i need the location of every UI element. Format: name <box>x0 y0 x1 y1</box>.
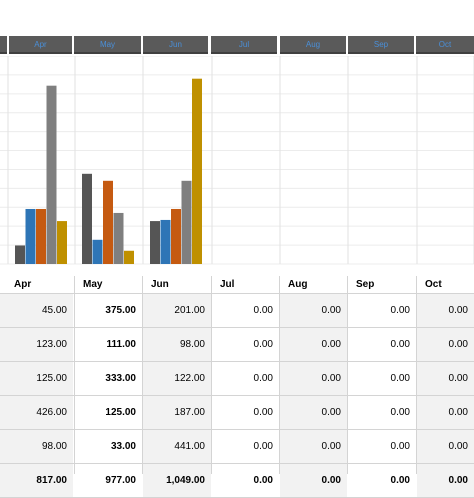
data-table: Apr May Jun Jul Aug Sep Oct 45.00 375.00 201.00 0.… <box>0 276 474 498</box>
table-cell[interactable]: 333.00 <box>105 373 136 384</box>
month-button-oct[interactable]: Oct <box>416 36 474 54</box>
row-divider <box>0 361 474 362</box>
bar-jun-3 <box>171 208 181 264</box>
table-cell[interactable]: 0.00 <box>390 373 410 384</box>
bar-apr-4 <box>46 85 57 264</box>
column-divider <box>142 276 143 474</box>
table-cell[interactable]: 375.00 <box>105 305 136 316</box>
table-cell[interactable]: 0.00 <box>253 305 273 316</box>
table-cell[interactable]: 0.00 <box>280 396 347 430</box>
table-cell[interactable]: 0.00 <box>390 305 410 316</box>
table-cell[interactable]: 0.00 <box>417 294 474 328</box>
column-divider <box>347 276 348 474</box>
row-divider <box>0 395 474 396</box>
table-cell[interactable]: 0.00 <box>280 328 347 362</box>
month-button-jul[interactable]: Jul <box>211 36 277 54</box>
bar-may-3 <box>103 180 113 264</box>
table-cell[interactable]: 426.00 <box>0 396 73 430</box>
chart-gridlines <box>0 56 474 265</box>
table-cell[interactable]: 441.00 <box>143 430 211 464</box>
column-divider <box>416 276 417 474</box>
table-cell[interactable]: 0.00 <box>417 362 474 396</box>
month-button-aug[interactable]: Aug <box>280 36 346 54</box>
column-header-jul: Jul <box>220 279 235 290</box>
table-cell[interactable]: 0.00 <box>253 339 273 350</box>
bar-jun-5 <box>192 78 202 264</box>
month-button-may[interactable]: May <box>74 36 141 54</box>
column-header-aug: Aug <box>288 279 308 290</box>
table-cell[interactable]: 125.00 <box>0 362 73 396</box>
bar-apr-5 <box>57 221 67 264</box>
total-cell[interactable]: 817.00 <box>0 464 73 498</box>
bar-jun-4 <box>181 180 192 264</box>
total-cell[interactable]: 1,049.00 <box>143 464 211 498</box>
table-cell[interactable]: 0.00 <box>280 430 347 464</box>
bar-jun-1 <box>150 221 160 264</box>
bar-chart <box>0 56 474 265</box>
bar-may-5 <box>124 250 134 264</box>
row-divider <box>0 327 474 328</box>
total-cell[interactable]: 0.00 <box>417 464 474 498</box>
table-cell[interactable]: 187.00 <box>143 396 211 430</box>
row-divider <box>0 463 474 464</box>
month-button-sep[interactable]: Sep <box>348 36 414 54</box>
column-header-may: May <box>83 279 103 290</box>
header-strip <box>0 0 474 36</box>
total-cell[interactable]: 977.00 <box>105 475 136 486</box>
bar-may-4 <box>113 212 124 264</box>
column-header-sep: Sep <box>356 279 375 290</box>
table-cell[interactable]: 0.00 <box>390 339 410 350</box>
chart-bars <box>15 78 202 264</box>
month-button-partial[interactable] <box>0 36 7 54</box>
bar-may-1 <box>82 173 92 264</box>
month-button-apr[interactable]: Apr <box>9 36 72 54</box>
table-cell[interactable]: 122.00 <box>143 362 211 396</box>
total-cell[interactable]: 0.00 <box>253 475 273 486</box>
column-divider <box>74 276 75 474</box>
table-cell[interactable]: 111.00 <box>106 339 136 350</box>
column-header-oct: Oct <box>425 279 442 290</box>
row-divider <box>0 293 474 294</box>
bar-apr-3 <box>36 208 46 264</box>
table-cell[interactable]: 0.00 <box>280 294 347 328</box>
column-header-jun: Jun <box>151 279 169 290</box>
table-cell[interactable]: 98.00 <box>0 430 73 464</box>
table-cell[interactable]: 0.00 <box>390 441 410 452</box>
table-cell[interactable]: 45.00 <box>0 294 73 328</box>
month-button-jun[interactable]: Jun <box>143 36 208 54</box>
bar-jun-2 <box>160 219 171 264</box>
table-cell[interactable]: 0.00 <box>417 328 474 362</box>
table-cell[interactable]: 0.00 <box>253 441 273 452</box>
table-cell[interactable]: 0.00 <box>253 373 273 384</box>
total-cell[interactable]: 0.00 <box>280 464 347 498</box>
row-divider <box>0 429 474 430</box>
table-cell[interactable]: 98.00 <box>143 328 211 362</box>
bar-may-2 <box>92 239 103 264</box>
bar-apr-2 <box>25 208 36 264</box>
table-cell[interactable]: 0.00 <box>253 407 273 418</box>
total-cell[interactable]: 0.00 <box>390 475 410 486</box>
table-cell[interactable]: 0.00 <box>280 362 347 396</box>
table-cell[interactable]: 125.00 <box>105 407 136 418</box>
column-header-apr: Apr <box>14 279 32 290</box>
table-cell[interactable]: 33.00 <box>110 441 136 452</box>
bar-apr-1 <box>15 245 25 264</box>
table-cell[interactable]: 0.00 <box>417 396 474 430</box>
table-cell[interactable]: 123.00 <box>0 328 73 362</box>
column-divider <box>279 276 280 474</box>
table-cell[interactable]: 0.00 <box>417 430 474 464</box>
table-cell[interactable]: 201.00 <box>143 294 211 328</box>
column-divider <box>211 276 212 474</box>
table-cell[interactable]: 0.00 <box>390 407 410 418</box>
